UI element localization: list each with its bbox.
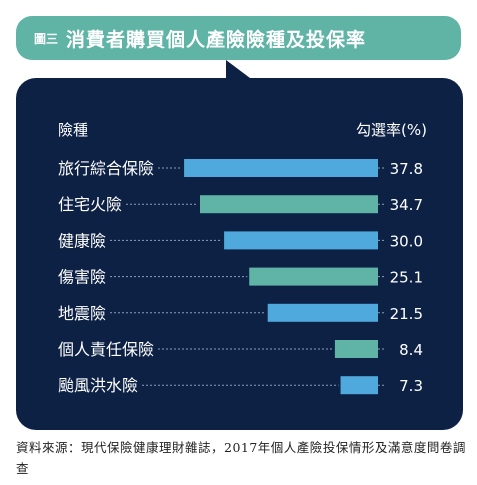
bar: [340, 376, 378, 395]
bar: [267, 303, 378, 322]
bar: [184, 159, 378, 177]
value-label: 25.1: [390, 269, 423, 287]
category-label: 地震險: [58, 304, 106, 323]
category-label: 颱風洪水險: [58, 376, 138, 395]
bar: [249, 267, 378, 286]
source-note: 資料來源：現代保險健康理財雜誌，2017年個人產險投保情形及滿意度問卷調查: [16, 440, 466, 476]
bar: [334, 340, 378, 358]
figure-label: 圖三: [34, 31, 59, 46]
category-label: 個人責任保險: [58, 340, 154, 359]
title-bubble: 圖三 消費者購買個人產險險種及投保率: [16, 16, 461, 60]
value-label: 7.3: [399, 377, 423, 395]
chart-panel: [16, 78, 463, 430]
speech-bubble-tail: [226, 60, 250, 78]
chart-title: 消費者購買個人產險險種及投保率: [66, 28, 367, 51]
value-label: 34.7: [390, 196, 423, 214]
category-label: 健康險: [58, 231, 106, 250]
category-header: 險種: [58, 121, 88, 139]
value-label: 37.8: [390, 160, 423, 178]
bar: [224, 231, 378, 250]
value-label: 30.0: [390, 232, 423, 250]
value-header: 勾選率(%): [356, 121, 427, 139]
value-label: 8.4: [399, 341, 423, 359]
category-label: 傷害險: [58, 268, 106, 287]
category-label: 住宅火險: [58, 195, 122, 214]
category-label: 旅行綜合保險: [58, 159, 154, 178]
bar: [199, 195, 378, 214]
value-label: 21.5: [390, 305, 423, 323]
